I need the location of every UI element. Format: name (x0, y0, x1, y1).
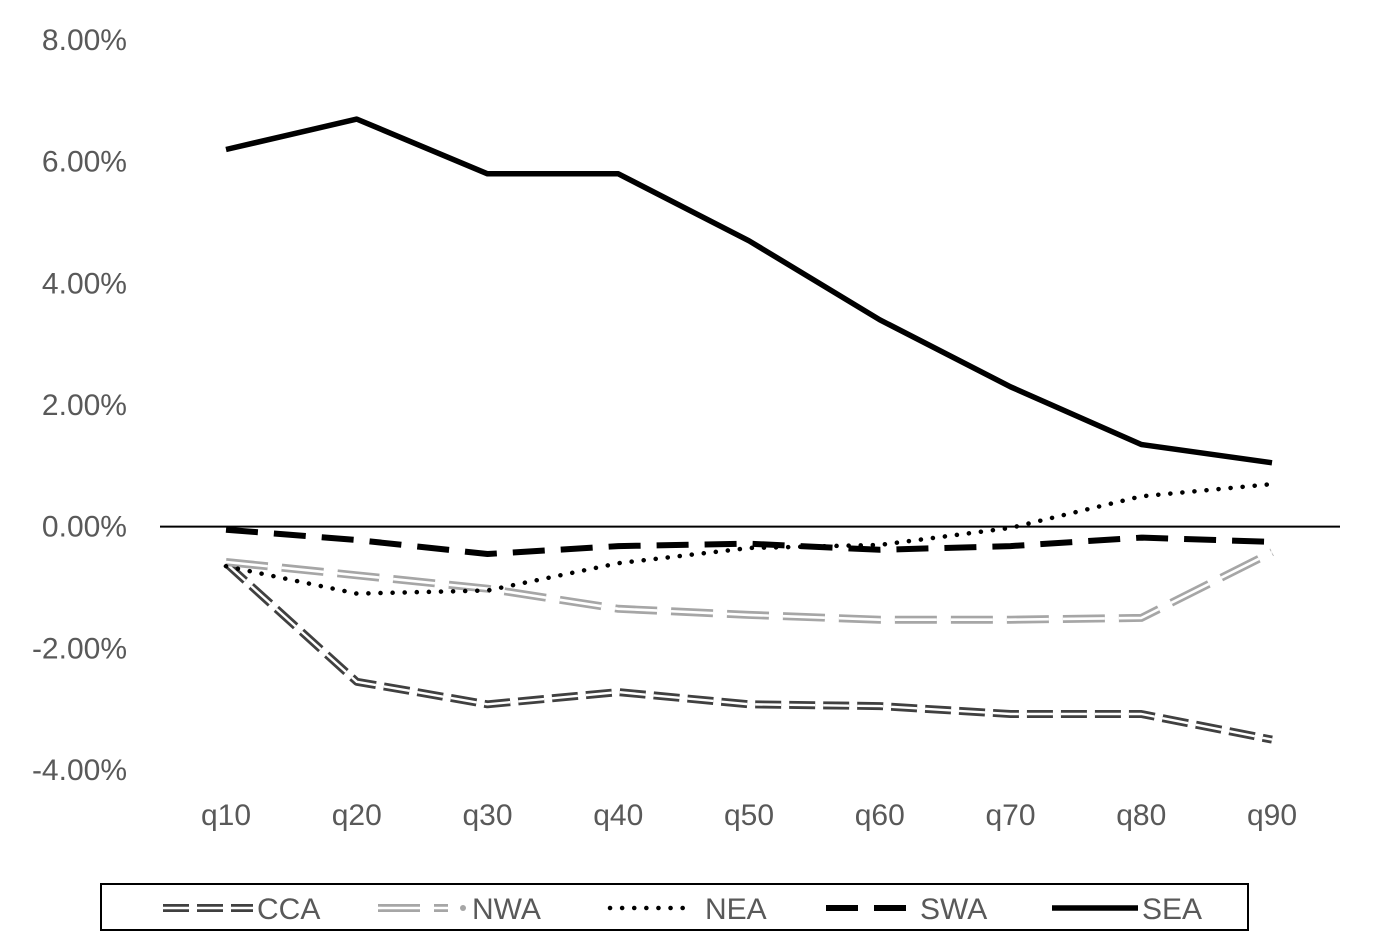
data-point-nea (749, 547, 750, 548)
legend-label: SEA (1142, 893, 1202, 926)
data-point-swa (356, 540, 357, 541)
legend-item-nea: NEA (607, 893, 767, 926)
series-line-cca (225, 562, 1273, 741)
x-tick-label: q80 (1116, 799, 1166, 832)
series-line-nwa (225, 548, 1274, 624)
x-tick-label: q90 (1247, 799, 1297, 832)
legend-marker (460, 905, 466, 911)
x-tick-label: q30 (462, 799, 512, 832)
legend: CCA NWA NEA SWA SEA (100, 883, 1249, 931)
series-layer (223, 116, 1275, 744)
x-axis-ticks: q10 q20 q30 q40 q50 q60 q70 q80 q90 (201, 799, 1297, 832)
data-point-nea (1141, 496, 1142, 497)
y-tick-label: 8.00% (42, 24, 127, 57)
x-tick-label: q70 (985, 799, 1035, 832)
y-tick-label: 0.00% (42, 511, 127, 544)
legend-item-cca: CCA (163, 893, 320, 926)
x-tick-label: q40 (593, 799, 643, 832)
x-tick-label: q20 (332, 799, 382, 832)
series-sea (225, 116, 1273, 466)
series-line-sea (225, 116, 1273, 466)
y-tick-label: 2.00% (42, 389, 127, 422)
data-point-swa (749, 543, 750, 544)
y-tick-label: -4.00% (32, 754, 127, 787)
series-line-nwa (225, 551, 1273, 621)
data-point-swa (1272, 541, 1273, 542)
series-swa (225, 526, 1273, 557)
series-nwa (225, 548, 1274, 624)
legend-label: CCA (257, 893, 320, 926)
series-cca (223, 560, 1273, 744)
y-tick-label: -2.00% (32, 632, 127, 665)
y-tick-label: 6.00% (42, 146, 127, 179)
data-point-cca (749, 704, 750, 705)
x-tick-label: q10 (201, 799, 251, 832)
legend-label: NEA (705, 893, 767, 926)
data-point-cca (618, 692, 619, 693)
series-line-nea (223, 481, 1275, 596)
x-tick-label: q50 (724, 799, 774, 832)
y-tick-label: 4.00% (42, 267, 127, 300)
data-point-nea (879, 544, 880, 545)
x-tick-label: q60 (855, 799, 905, 832)
series-nea (223, 481, 1275, 596)
data-point-nea (1272, 484, 1273, 485)
legend-label: SWA (920, 893, 987, 926)
legend-item-swa: SWA (826, 893, 987, 926)
legend-item-nwa: NWA (378, 893, 541, 926)
series-line-swa (225, 526, 1273, 557)
legend-label: NWA (472, 893, 541, 926)
legend-item-sea: SEA (1052, 893, 1202, 926)
y-axis-ticks: 8.00% 6.00% 4.00% 2.00% 0.00% -2.00% -4.00% (32, 24, 127, 787)
